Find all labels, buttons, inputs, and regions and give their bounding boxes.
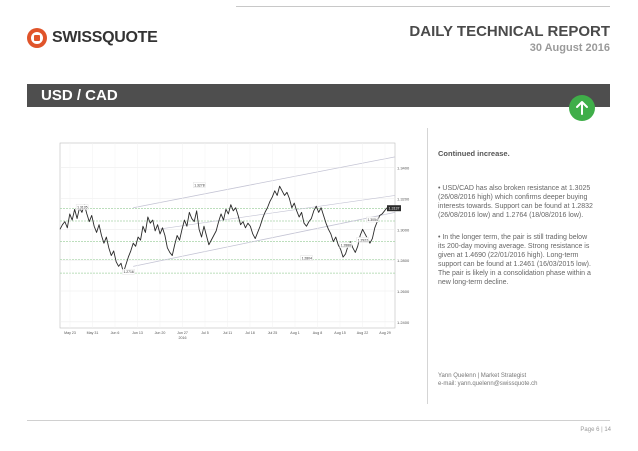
x-tick-label: Jun 27 <box>177 331 188 335</box>
swissquote-logo-icon <box>27 28 47 48</box>
x-tick-label: Jul 11 <box>223 331 232 335</box>
x-tick-label: Jun 20 <box>155 331 166 335</box>
last-price-label: 1.3137 <box>389 207 400 211</box>
top-divider <box>236 6 610 7</box>
bottom-divider <box>27 420 610 421</box>
last-price-tag <box>387 205 401 212</box>
annotation-label: 1.3278 <box>194 183 204 187</box>
column-divider <box>427 128 428 404</box>
annotation-box <box>193 182 206 188</box>
annotation-label: 1.3135 <box>77 206 87 210</box>
y-tick-label: 1.3000 <box>397 227 410 232</box>
x-tick-label: May 31 <box>87 331 99 335</box>
annotation-label: 1.2716 <box>123 270 133 274</box>
author-email: e-mail: yann.quelenn@swissquote.ch <box>438 381 538 387</box>
annotation-box <box>356 237 369 243</box>
x-tick-label: Jul 25 <box>268 331 278 335</box>
annotation-box <box>366 216 379 223</box>
commentary-heading-block: Continued increase. <box>438 149 598 158</box>
x-tick-label: Jul 18 <box>245 331 255 335</box>
section-title: USD / CAD <box>41 87 118 104</box>
y-tick-label: 1.2400 <box>397 320 410 325</box>
arrow-up-icon <box>569 95 595 121</box>
x-tick-label: Aug 8 <box>313 331 322 335</box>
trend-line-lower <box>133 211 396 267</box>
annotation-label: 1.3054 <box>367 218 377 222</box>
trend-line-upper <box>133 156 396 209</box>
x-tick-label: Aug 1 <box>290 331 299 335</box>
price-chart-svg: 1.3400 1.3200 1.3000 1.2800 1.2600 1.2400 May … <box>59 142 410 340</box>
x-tick-label: Aug 22 <box>357 331 368 335</box>
annotation-label: 1.2804 <box>302 257 312 261</box>
y-tick-label: 1.3400 <box>397 166 410 171</box>
annotation-box <box>300 255 313 261</box>
section-banner: USD / CAD <box>27 84 610 107</box>
logo-text: SWISSQUOTE <box>52 29 158 46</box>
commentary-paragraph-2: • In the longer term, the pair is still … <box>438 234 591 286</box>
report-date: 30 August 2016 <box>529 42 610 54</box>
report-title: DAILY TECHNICAL REPORT <box>409 23 610 40</box>
trend-line-mid <box>157 195 396 230</box>
y-tick-label: 1.3200 <box>397 197 410 202</box>
x-tick-label: Aug 29 <box>379 331 390 335</box>
y-tick-label: 1.2800 <box>397 258 410 263</box>
x-tick-label: Jun 13 <box>132 331 143 335</box>
x-tick-label: Jun 6 <box>111 331 120 335</box>
annotation-box <box>339 242 352 248</box>
price-chart: 1.3400 1.3200 1.3000 1.2800 1.2600 1.2400 May … <box>56 137 415 342</box>
author-name: Yann Quelenn | Market Strategist <box>438 373 527 379</box>
swissquote-logo: SWISSQUOTE <box>27 28 158 48</box>
annotation-label: 1.2922 <box>358 238 368 242</box>
commentary-paragraph-1: • USD/CAD has also broken resistance at … <box>438 185 593 219</box>
x-tick-label: May 23 <box>64 331 76 335</box>
x-tick-label: Jul 5 <box>201 331 209 335</box>
x-tick-label: Aug 15 <box>334 331 345 335</box>
commentary-heading: Continued increase. <box>438 149 510 158</box>
price-series-line <box>59 185 388 273</box>
y-tick-label: 1.2600 <box>397 289 410 294</box>
x-year-label: 2016 <box>179 336 187 340</box>
annotation-box <box>122 268 135 275</box>
author-block: Yann Quelenn | Market Strategist e-mail:… <box>438 372 603 388</box>
annotation-label: 1.2888 <box>341 244 351 248</box>
annotation-box <box>75 204 89 210</box>
page-number: Page 6 | 14 <box>580 427 611 433</box>
